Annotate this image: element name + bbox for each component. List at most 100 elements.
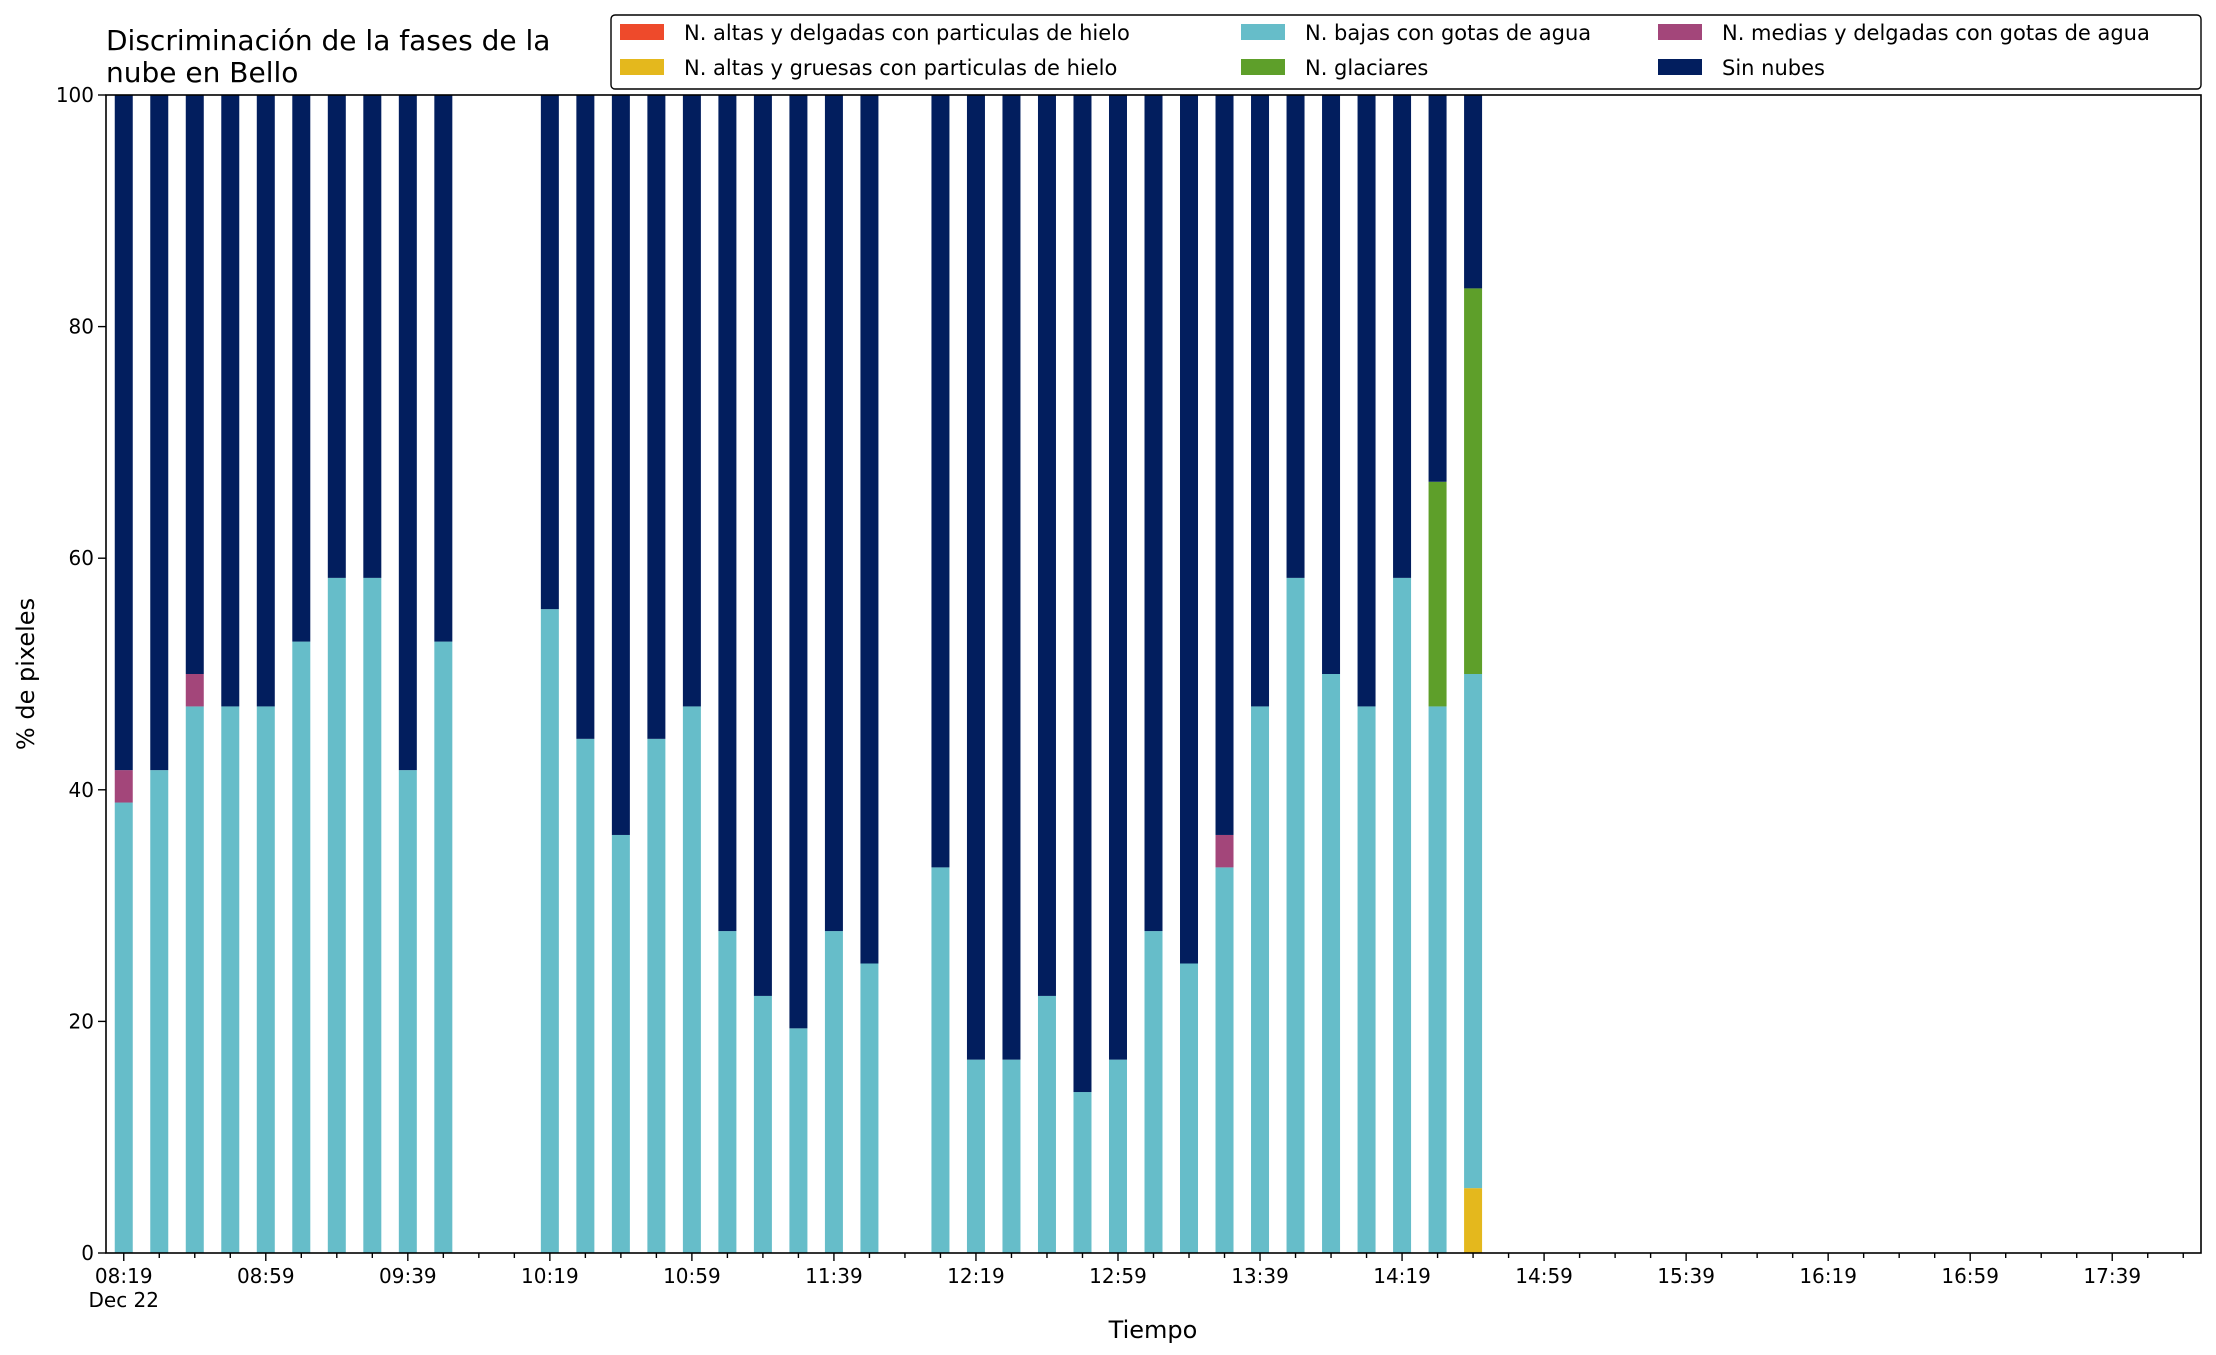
bar-n-bajas-con-gotas-de-agua-1409 <box>1357 706 1376 1253</box>
bar-sin-nubes-0929 <box>363 95 382 578</box>
bar-n-bajas-con-gotas-de-agua-0859 <box>256 706 275 1253</box>
bar-sin-nubes-1059 <box>682 95 701 707</box>
plot-frame <box>105 94 2202 1254</box>
bar-n-bajas-con-gotas-de-agua-1309 <box>1144 931 1163 1253</box>
bar-n-bajas-con-gotas-de-agua-0819 <box>114 802 133 1253</box>
y-axis: 0 20 40 60 80 100 <box>56 83 106 1265</box>
bar-sin-nubes-0839 <box>185 95 204 674</box>
bar-n-bajas-con-gotas-de-agua-0839 <box>185 706 204 1253</box>
bar-n-bajas-con-gotas-de-agua-1019 <box>540 609 559 1253</box>
y-tick-label-60: 60 <box>69 546 94 570</box>
bar-n-bajas-con-gotas-de-agua-1329 <box>1215 867 1234 1253</box>
bar-n-bajas-con-gotas-de-agua-0939 <box>398 770 417 1253</box>
x-tick-label-1339: 13:39 <box>1231 1264 1289 1288</box>
bar-sin-nubes-1039 <box>611 95 630 835</box>
legend-label-n-altas-y-delgadas-con-particulas-de-hielo: N. altas y delgadas con particulas de hi… <box>684 21 1130 45</box>
bar-sin-nubes-1309 <box>1144 95 1163 932</box>
x-tick-sublabel-date: Dec 22 <box>88 1288 159 1312</box>
bar-n-bajas-con-gotas-de-agua-1359 <box>1322 674 1341 1253</box>
bar-sin-nubes-1319 <box>1180 95 1199 964</box>
x-axis-label: Tiempo <box>1108 1316 1198 1344</box>
chart-title-line-2: nube en Bello <box>106 56 298 89</box>
legend-label-n-glaciares: N. glaciares <box>1305 56 1428 80</box>
x-tick-label-0819: 08:19 <box>95 1264 153 1288</box>
legend: N. altas y delgadas con particulas de hi… <box>610 14 2202 90</box>
bar-n-bajas-con-gotas-de-agua-1249 <box>1073 1092 1092 1253</box>
chart-title-line-1: Discriminación de la fases de la <box>106 24 550 57</box>
bar-sin-nubes-0949 <box>434 95 453 642</box>
bar-n-bajas-con-gotas-de-agua-1149 <box>860 963 879 1253</box>
bar-sin-nubes-0909 <box>292 95 311 642</box>
x-tick-label-0939: 09:39 <box>379 1264 437 1288</box>
bar-n-bajas-con-gotas-de-agua-1129 <box>789 1028 808 1253</box>
bar-sin-nubes-0939 <box>398 95 417 771</box>
y-tick-label-20: 20 <box>69 1009 94 1033</box>
bar-n-bajas-con-gotas-de-agua-0949 <box>434 641 453 1253</box>
bar-n-bajas-con-gotas-de-agua-1229 <box>1002 1059 1021 1253</box>
bar-n-medias-y-delgadas-con-gotas-de-agua-0819 <box>114 770 133 803</box>
bar-sin-nubes-0859 <box>256 95 275 707</box>
y-tick-label-80: 80 <box>69 315 94 339</box>
bar-sin-nubes-1419 <box>1393 95 1412 578</box>
x-tick-label-1019: 10:19 <box>521 1264 579 1288</box>
bar-n-bajas-con-gotas-de-agua-1029 <box>576 738 595 1253</box>
legend-label-n-altas-y-gruesas-con-particulas-de-hielo: N. altas y gruesas con particulas de hie… <box>684 56 1117 80</box>
legend-swatch-n-medias-y-delgadas-con-gotas-de-agua <box>1658 24 1702 40</box>
bar-sin-nubes-1019 <box>540 95 559 610</box>
bar-n-bajas-con-gotas-de-agua-1039 <box>611 834 630 1253</box>
legend-swatch-n-glaciares <box>1241 59 1285 75</box>
bar-sin-nubes-1109 <box>718 95 737 932</box>
bar-sin-nubes-1149 <box>860 95 879 964</box>
bar-sin-nubes-1329 <box>1215 95 1234 835</box>
bar-n-bajas-con-gotas-de-agua-0829 <box>150 770 169 1253</box>
bar-n-bajas-con-gotas-de-agua-1259 <box>1108 1059 1127 1253</box>
legend-swatch-n-altas-y-gruesas-con-particulas-de-hielo <box>620 59 664 75</box>
bar-n-bajas-con-gotas-de-agua-0919 <box>327 577 346 1253</box>
bar-sin-nubes-1209 <box>931 95 950 868</box>
x-tick-label-1539: 15:39 <box>1657 1264 1715 1288</box>
bar-sin-nubes-1219 <box>966 95 985 1060</box>
bar-n-bajas-con-gotas-de-agua-1319 <box>1180 963 1199 1253</box>
bar-sin-nubes-1029 <box>576 95 595 739</box>
x-tick-label-1419: 14:19 <box>1373 1264 1431 1288</box>
bar-n-medias-y-delgadas-con-gotas-de-agua-1329 <box>1215 834 1234 868</box>
bar-sin-nubes-0819 <box>114 95 133 771</box>
bar-n-bajas-con-gotas-de-agua-1349 <box>1286 577 1305 1253</box>
legend-swatch-sin-nubes <box>1658 59 1702 75</box>
bar-n-bajas-con-gotas-de-agua-1239 <box>1037 995 1056 1253</box>
bar-sin-nubes-0849 <box>221 95 240 707</box>
bar-sin-nubes-1409 <box>1357 95 1376 707</box>
y-axis-label: % de pixeles <box>12 598 40 750</box>
bar-sin-nubes-1349 <box>1286 95 1305 578</box>
bar-sin-nubes-1119 <box>753 95 772 996</box>
bar-sin-nubes-1439 <box>1464 95 1483 289</box>
legend-label-n-medias-y-delgadas-con-gotas-de-agua: N. medias y delgadas con gotas de agua <box>1722 21 2150 45</box>
bar-n-bajas-con-gotas-de-agua-1119 <box>753 995 772 1253</box>
bar-sin-nubes-1129 <box>789 95 808 1029</box>
bar-n-bajas-con-gotas-de-agua-1209 <box>931 867 950 1253</box>
bar-n-bajas-con-gotas-de-agua-1059 <box>682 706 701 1253</box>
bar-n-medias-y-delgadas-con-gotas-de-agua-0839 <box>185 674 204 707</box>
bar-sin-nubes-1049 <box>647 95 666 739</box>
legend-swatch-n-altas-y-delgadas-con-particulas-de-hielo <box>620 24 664 40</box>
x-tick-label-1139: 11:39 <box>805 1264 863 1288</box>
bar-sin-nubes-0919 <box>327 95 346 578</box>
bar-n-bajas-con-gotas-de-agua-0909 <box>292 641 311 1253</box>
bar-n-bajas-con-gotas-de-agua-1429 <box>1428 706 1447 1253</box>
bar-n-bajas-con-gotas-de-agua-1139 <box>824 931 843 1253</box>
bar-n-glaciares-1429 <box>1428 481 1447 707</box>
bar-n-altas-y-gruesas-con-particulas-de-hielo-1439 <box>1464 1188 1483 1253</box>
bar-n-glaciares-1439 <box>1464 288 1483 674</box>
x-tick-label-1259: 12:59 <box>1089 1264 1147 1288</box>
x-tick-label-1659: 16:59 <box>1941 1264 1999 1288</box>
bar-sin-nubes-1229 <box>1002 95 1021 1060</box>
y-tick-label-0: 0 <box>81 1241 94 1265</box>
legend-frame <box>610 14 2202 90</box>
x-tick-label-1059: 10:59 <box>663 1264 721 1288</box>
legend-label-sin-nubes: Sin nubes <box>1722 56 1825 80</box>
bar-n-bajas-con-gotas-de-agua-1419 <box>1393 577 1412 1253</box>
x-tick-label-1739: 17:39 <box>2083 1264 2141 1288</box>
y-tick-label-40: 40 <box>69 778 94 802</box>
bar-sin-nubes-1139 <box>824 95 843 932</box>
